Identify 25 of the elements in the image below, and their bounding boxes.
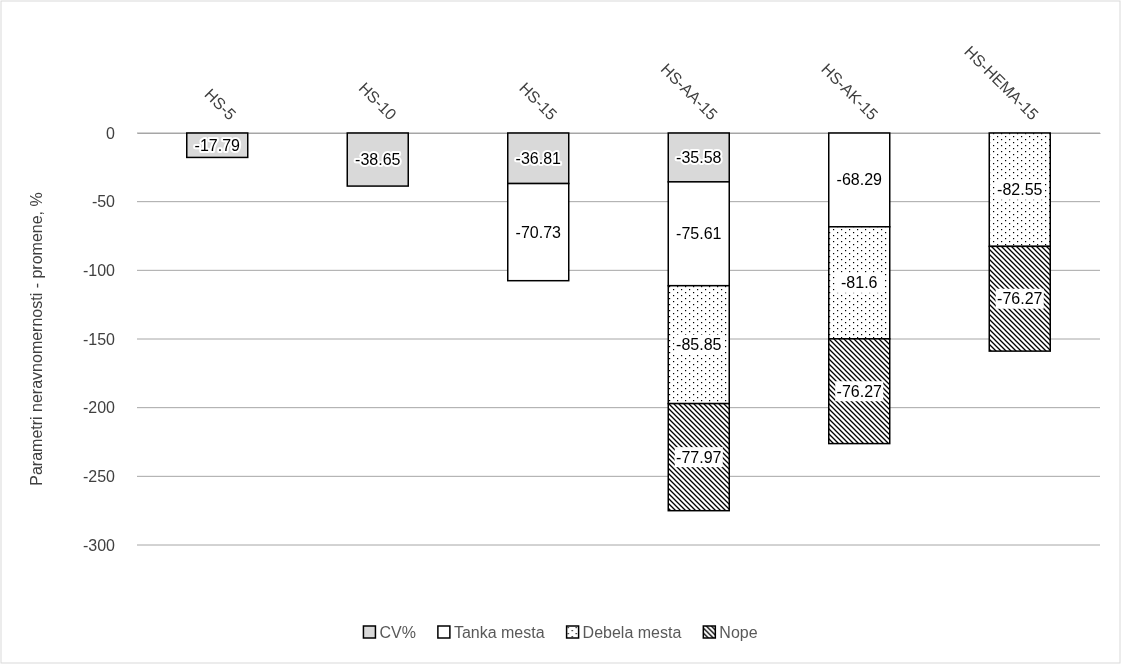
y-tick-label: -150 — [82, 330, 116, 348]
data-label: -85.85 — [676, 336, 722, 354]
data-label: -36.81 — [515, 149, 562, 167]
y-tick-label: -50 — [91, 193, 116, 211]
y-tick-label: -100 — [82, 261, 116, 279]
legend-label: Nope — [719, 624, 758, 641]
data-label: -17.79 — [194, 136, 241, 154]
data-label: -77.97 — [676, 448, 722, 466]
data-label: -70.73 — [515, 223, 562, 241]
y-tick-label: 0 — [106, 124, 116, 142]
y-axis-title: Parametri neravnomernosti - promene, % — [28, 192, 45, 486]
data-label: -81.6 — [841, 274, 878, 292]
data-label: -76.27 — [836, 382, 883, 400]
data-label: -75.61 — [676, 225, 722, 243]
y-tick-label: -250 — [82, 467, 116, 485]
data-label: -68.29 — [836, 171, 883, 189]
legend-label: Tanka mesta — [453, 624, 545, 641]
legend-label: Debela mesta — [582, 624, 682, 641]
data-label: -76.27 — [997, 290, 1043, 308]
data-label: -82.55 — [997, 181, 1043, 199]
y-tick-label: -200 — [82, 399, 116, 417]
legend-label: CV% — [379, 624, 416, 641]
y-tick-label: -300 — [82, 536, 116, 554]
data-label: -38.65 — [355, 151, 401, 169]
data-label: -35.58 — [676, 149, 722, 167]
